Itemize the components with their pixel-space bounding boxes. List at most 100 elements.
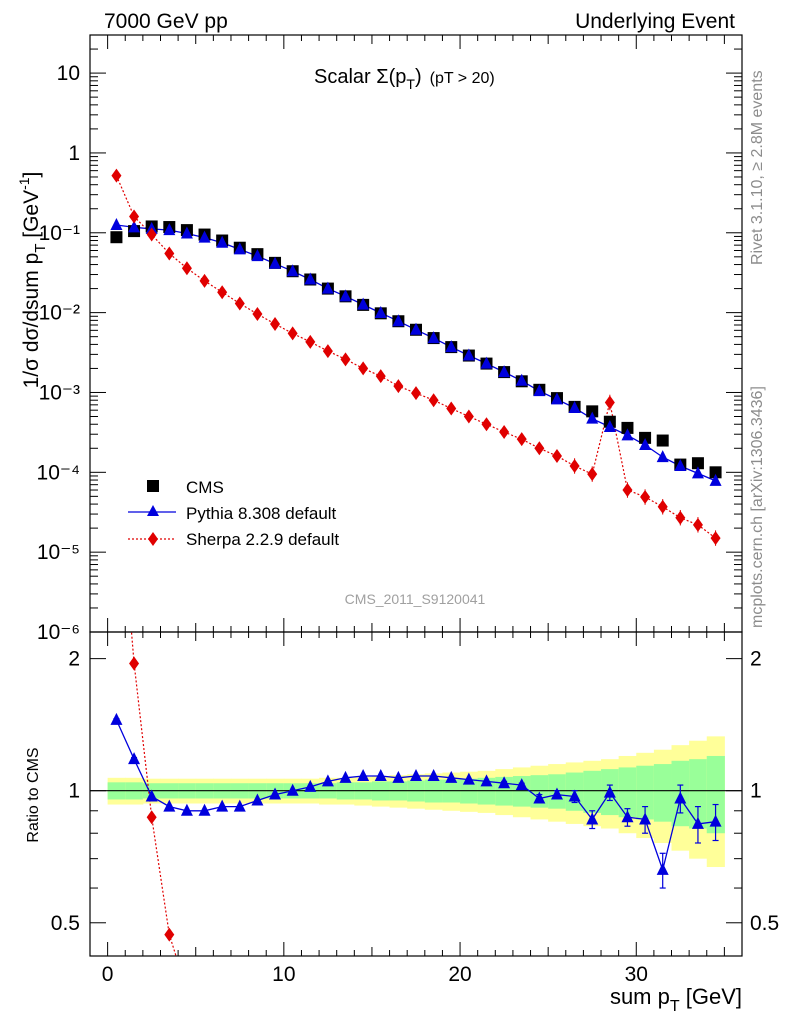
legend-label-sherpa: Sherpa 2.2.9 default — [186, 530, 339, 549]
pythia-point — [462, 348, 475, 361]
pythia-point — [550, 392, 563, 405]
x-tick-label: 10 — [272, 963, 295, 986]
cms-point — [110, 231, 123, 244]
pythia-point — [603, 419, 616, 432]
main-y-axis-label: 1/σ dσ/dsum pT [GeV-1] — [16, 172, 49, 389]
sherpa-point — [111, 168, 122, 183]
x-axis-label: sum pT [GeV] — [610, 984, 742, 1015]
pythia-point — [233, 242, 246, 255]
ratio-pythia-point — [145, 789, 158, 802]
ratio-pythia-point — [392, 770, 405, 783]
cms-point — [656, 434, 669, 447]
sherpa-point — [534, 441, 545, 456]
ratio-data — [90, 442, 742, 998]
band-inner — [583, 770, 602, 813]
sherpa-point — [569, 458, 580, 473]
y-tick-label: 10⁻² — [39, 302, 80, 325]
band-inner — [512, 776, 532, 807]
ratio-y-tick-label: 0.5 — [51, 912, 80, 935]
pythia-point — [163, 223, 176, 236]
y-tick-label: 10⁻⁶ — [37, 621, 80, 644]
cms-point — [639, 431, 652, 444]
pythia-point — [251, 249, 264, 262]
sherpa-point — [129, 209, 140, 224]
ratio-pythia-point — [445, 770, 458, 783]
pythia-point — [180, 226, 193, 239]
pythia-point — [709, 473, 722, 486]
y-tick-label: 10⁻⁴ — [37, 461, 80, 484]
y-tick-label: 10⁻³ — [39, 381, 80, 404]
sherpa-point — [463, 409, 474, 424]
cms-point — [691, 457, 704, 470]
ratio-pythia-point — [691, 816, 704, 829]
ratio-plot-frame — [89, 631, 743, 957]
legend-label-cms: CMS — [186, 478, 224, 497]
sherpa-point — [446, 401, 457, 416]
pythia-point — [128, 220, 141, 233]
pythia-point — [269, 256, 282, 269]
sherpa-point — [710, 531, 721, 546]
pythia-point — [533, 384, 546, 397]
ratio-pythia-point — [550, 787, 563, 800]
pythia-point — [480, 356, 493, 369]
ratio-pythia-point — [462, 772, 475, 785]
ratio-pythia-point — [321, 774, 334, 787]
ratio-pythia-point — [339, 770, 352, 783]
sherpa-point — [604, 395, 615, 410]
sherpa-point — [587, 467, 598, 482]
y-tick-label: 10 — [57, 62, 80, 85]
sherpa-point — [146, 227, 157, 242]
ratio-pythia-point — [568, 789, 581, 802]
pythia-point — [339, 289, 352, 302]
main-data — [110, 168, 722, 546]
ratio-pythia-point — [286, 783, 299, 796]
ratio-pythia-point — [374, 769, 387, 782]
legend-label-pythia: Pythia 8.308 default — [186, 504, 337, 523]
sherpa-point — [340, 352, 351, 367]
pythia-point — [427, 331, 440, 344]
sherpa-point — [622, 483, 633, 498]
sherpa-point — [481, 417, 492, 432]
sherpa-point — [252, 307, 263, 322]
pythia-line — [116, 224, 716, 482]
sherpa-point — [516, 432, 527, 447]
ratio-sherpa-line — [130, 632, 177, 956]
ratio-pythia-point — [198, 803, 211, 816]
ratio-pythia-point — [251, 793, 264, 806]
ratio-pythia-point — [674, 791, 687, 804]
pythia-point — [357, 297, 370, 310]
ratio-sherpa-point — [182, 984, 192, 998]
sherpa-point — [322, 344, 333, 359]
ratio-y-tick-label: 2 — [68, 648, 80, 671]
ratio-y-axis-label: Ratio to CMS — [25, 747, 42, 842]
ratio-sherpa-point — [129, 656, 140, 671]
sherpa-point — [199, 273, 210, 288]
ratio-pythia-point — [639, 812, 652, 825]
x-tick-label: 20 — [448, 963, 471, 986]
y-tick-label: 10⁻⁵ — [37, 541, 80, 564]
ratio-pythia-point — [269, 787, 282, 800]
sherpa-point — [393, 379, 404, 394]
axes: 0 10 20 30 10 1 10⁻¹ 10⁻² 10⁻³ 10⁻⁴ 10⁻⁵ 10⁻⁶ 0.5 0.5… — [37, 34, 779, 986]
pythia-point — [639, 437, 652, 450]
band-inner — [618, 767, 637, 818]
pythia-point — [691, 466, 704, 479]
ratio-sherpa-point — [111, 442, 121, 456]
header-left: 7000 GeV pp — [104, 10, 228, 33]
pythia-point — [656, 450, 669, 463]
y-tick-label: 1 — [68, 142, 80, 165]
mcplots-label: mcplots.cern.ch [arXiv:1306.3436] — [749, 386, 766, 628]
pythia-point — [286, 264, 299, 277]
sherpa-point — [287, 326, 298, 341]
y-tick-label: 10⁻¹ — [39, 222, 80, 245]
pythia-point — [445, 340, 458, 353]
ratio-pythia-point — [233, 799, 246, 812]
sherpa-point — [675, 510, 686, 525]
x-tick-label: 30 — [625, 963, 648, 986]
pythia-point — [216, 235, 229, 248]
ratio-pythia-point — [515, 778, 528, 791]
sherpa-point — [640, 490, 651, 505]
pythia-point — [586, 411, 599, 424]
band-inner — [653, 764, 673, 822]
